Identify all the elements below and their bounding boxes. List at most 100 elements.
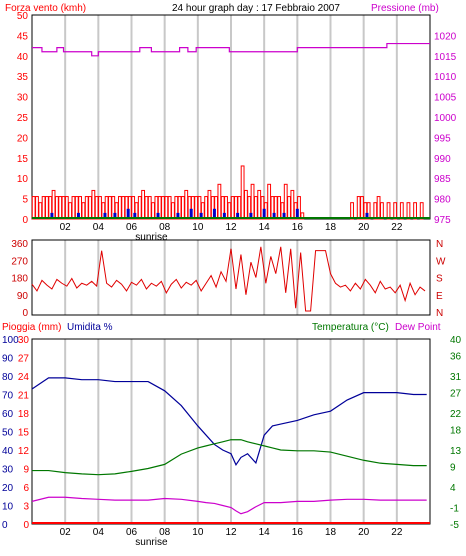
wind-bar xyxy=(356,196,361,220)
temperature-axis-title: Temperatura (°C) xyxy=(312,322,389,333)
wind-bar xyxy=(376,196,381,220)
dewpoint-line xyxy=(31,496,427,515)
wind-bar xyxy=(207,189,212,220)
x-tick-label: 06 xyxy=(126,527,138,538)
x-tick-label: 02 xyxy=(60,222,72,233)
pressure-tick-label: 1015 xyxy=(434,52,457,63)
wind-bar xyxy=(54,196,59,220)
wind-bar xyxy=(171,202,175,220)
temperature-tick-label: -5 xyxy=(450,520,459,531)
wind-bar xyxy=(240,165,245,220)
humidity-tick-label: 50 xyxy=(2,428,14,439)
wind-tick-label: 45 xyxy=(17,31,29,42)
x-tick-label: 18 xyxy=(325,222,337,233)
humidity-tick-label: 0 xyxy=(2,520,8,531)
direction-tick-label: 180 xyxy=(11,274,28,285)
wind-bar xyxy=(253,196,258,220)
wind-axis-title: Forza vento (kmh) xyxy=(5,3,86,14)
gust-bar xyxy=(189,208,193,219)
wind-tick-label: 20 xyxy=(17,133,29,144)
gust-bar xyxy=(156,212,160,219)
x-tick-label: 14 xyxy=(259,222,271,233)
dewpoint-axis-title: Dew Point xyxy=(395,322,441,333)
rain-tick-label: 9 xyxy=(23,465,29,476)
wind-bar xyxy=(58,196,63,220)
wind-bar xyxy=(121,196,126,220)
wind-bar xyxy=(180,196,185,220)
temperature-tick-label: 13 xyxy=(450,446,462,457)
pressure-axis-title: Pressione (mb) xyxy=(371,3,439,14)
wind-bar xyxy=(217,183,222,220)
x-tick-label: 22 xyxy=(391,527,403,538)
wind-bar xyxy=(61,196,66,220)
rain-tick-label: 21 xyxy=(18,391,30,402)
gust-bar xyxy=(126,208,130,219)
wind-bar xyxy=(151,202,155,220)
wind-bar xyxy=(373,202,378,220)
wind-bar xyxy=(350,202,354,220)
wind-bar xyxy=(267,183,272,220)
rain-tick-label: 27 xyxy=(18,354,30,365)
wind-tick-label: 5 xyxy=(22,195,28,206)
gust-bar xyxy=(272,212,276,219)
pressure-tick-label: 975 xyxy=(434,215,451,226)
wind-tick-label: 0 xyxy=(22,215,28,226)
gust-bar xyxy=(113,212,117,219)
pressure-tick-label: 990 xyxy=(434,154,451,165)
gust-bar xyxy=(50,212,54,219)
wind-bar xyxy=(98,196,102,220)
wind-bar xyxy=(35,196,39,220)
compass-label: W xyxy=(436,256,446,267)
wind-bar xyxy=(287,196,291,220)
pressure-tick-label: 1020 xyxy=(434,31,457,42)
wind-bar xyxy=(144,196,149,220)
rain-tick-label: 0 xyxy=(23,520,29,531)
wind-tick-label: 15 xyxy=(17,154,29,165)
wind-bar xyxy=(31,196,36,220)
x-tick-label: 08 xyxy=(159,222,171,233)
temperature-tick-label: 22 xyxy=(450,409,462,420)
humidity-tick-label: 10 xyxy=(2,502,14,513)
temperature-tick-label: 31 xyxy=(450,372,462,383)
pressure-line xyxy=(32,42,430,57)
wind-bar xyxy=(64,196,69,220)
humidity-tick-label: 20 xyxy=(2,483,14,494)
gust-bar xyxy=(295,208,299,219)
wind-bar xyxy=(413,202,417,220)
wind-bar xyxy=(38,202,43,220)
wind-bar xyxy=(41,196,46,220)
x-tick-label: 10 xyxy=(192,527,204,538)
gust-bar xyxy=(199,212,203,219)
wind-bar xyxy=(194,196,199,220)
x-tick-label: 20 xyxy=(358,527,370,538)
temperature-tick-label: -1 xyxy=(450,504,459,515)
wind-bar xyxy=(94,196,99,220)
gust-bar xyxy=(282,212,286,219)
gust-bar xyxy=(236,212,240,219)
wind-bar xyxy=(419,202,424,220)
humidity-tick-label: 30 xyxy=(2,465,14,476)
rain-tick-label: 3 xyxy=(23,502,29,513)
rain-tick-label: 6 xyxy=(23,483,29,494)
gust-bar xyxy=(103,212,107,219)
humidity-tick-label: 80 xyxy=(2,372,14,383)
wind-bar xyxy=(117,196,122,220)
wind-bar xyxy=(227,202,232,220)
pressure-tick-label: 980 xyxy=(434,195,451,206)
humidity-tick-label: 70 xyxy=(2,391,14,402)
wind-tick-label: 10 xyxy=(17,174,29,185)
x-tick-label: 12 xyxy=(225,222,237,233)
rain-tick-label: 24 xyxy=(18,372,30,383)
humidity-tick-label: 100 xyxy=(2,335,19,346)
wind-bar xyxy=(379,202,384,220)
wind-bar xyxy=(147,196,152,220)
direction-tick-label: 90 xyxy=(17,291,29,302)
wind-bar xyxy=(399,202,404,220)
humidity-tick-label: 40 xyxy=(2,446,14,457)
x-tick-label: 16 xyxy=(292,222,304,233)
x-tick-label: 14 xyxy=(259,527,271,538)
plot-frame xyxy=(31,239,431,316)
rain-tick-label: 18 xyxy=(18,409,30,420)
